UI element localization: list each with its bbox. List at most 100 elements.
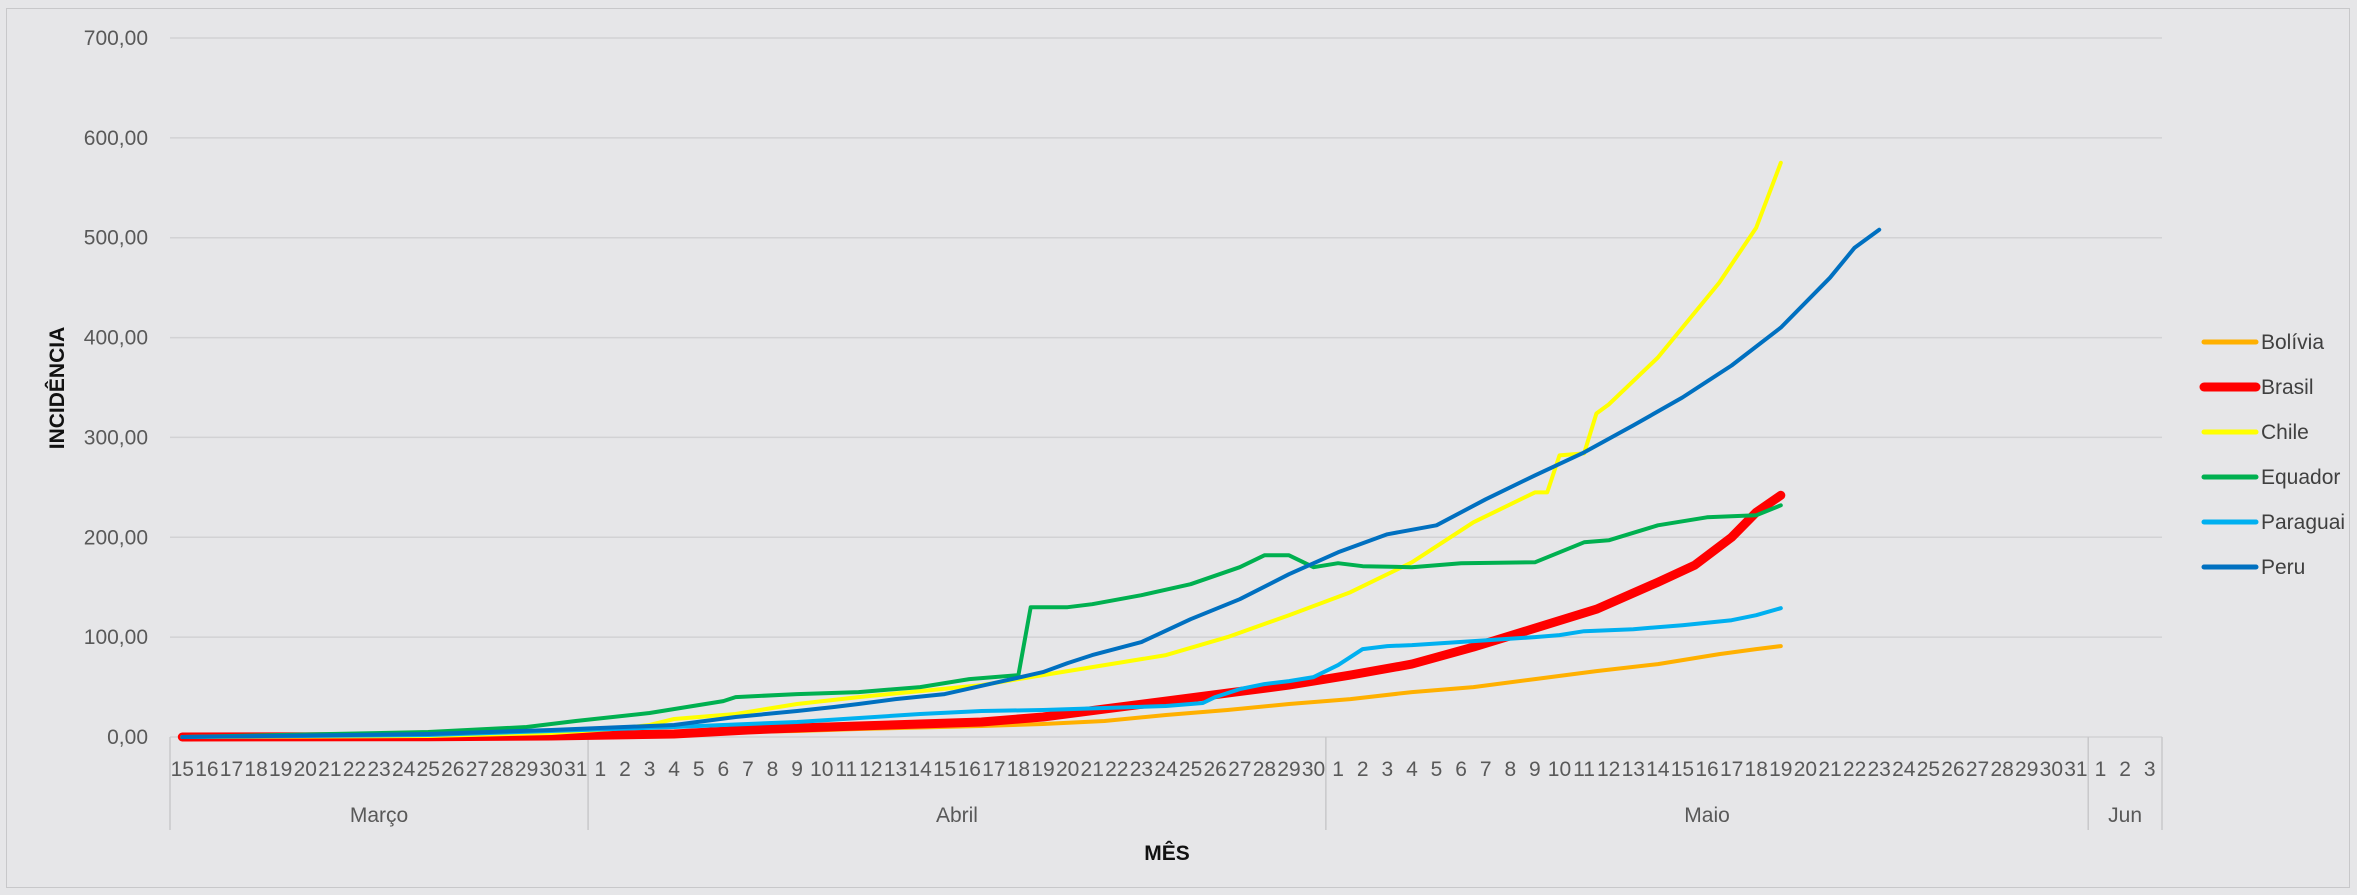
x-tick-label: 17 [982, 758, 1005, 781]
x-tick-label: 6 [1455, 758, 1467, 781]
y-tick-label: 500,00 [84, 227, 148, 250]
x-tick-label: 3 [1381, 758, 1393, 781]
y-tick-label: 700,00 [84, 27, 148, 50]
x-tick-label: 20 [1794, 758, 1817, 781]
x-tick-label: 4 [1406, 758, 1418, 781]
x-axis-title: MÊS [1144, 841, 1190, 865]
x-tick-label: 28 [490, 758, 513, 781]
x-tick-label: 24 [392, 758, 416, 781]
x-tick-label: 1 [595, 758, 607, 781]
x-tick-label: 28 [1253, 758, 1276, 781]
x-tick-label: 13 [1622, 758, 1645, 781]
x-tick-label: 22 [1843, 758, 1866, 781]
y-tick-label: 200,00 [84, 526, 148, 549]
x-tick-label: 23 [1868, 758, 1891, 781]
x-tick-label: 27 [1228, 758, 1251, 781]
legend-label: Bolívia [2261, 331, 2324, 354]
x-tick-label: 18 [1745, 758, 1768, 781]
x-tick-label: 16 [958, 758, 981, 781]
x-tick-label: 12 [1597, 758, 1620, 781]
x-tick-label: 6 [717, 758, 729, 781]
x-tick-label: 19 [1031, 758, 1054, 781]
x-tick-label: 3 [2144, 758, 2156, 781]
x-tick-label: 2 [619, 758, 631, 781]
x-tick-label: 21 [1081, 758, 1104, 781]
series-line-equador [180, 503, 1783, 739]
x-tick-label: 20 [1056, 758, 1079, 781]
month-label: Março [350, 804, 408, 827]
x-tick-label: 26 [1204, 758, 1227, 781]
series-line-chile [180, 160, 1783, 739]
x-tick-label: 15 [933, 758, 956, 781]
legend-label: Brasil [2261, 376, 2314, 399]
x-tick-label: 28 [1990, 758, 2013, 781]
x-tick-label: 30 [1302, 758, 1325, 781]
x-tick-label: 29 [515, 758, 538, 781]
x-tick-label: 23 [367, 758, 390, 781]
x-tick-label: 10 [1548, 758, 1571, 781]
x-tick-label: 8 [1504, 758, 1516, 781]
x-tick-label: 15 [171, 758, 194, 781]
legend-label: Equador [2261, 466, 2340, 489]
x-tick-label: 12 [859, 758, 882, 781]
chart-frame [6, 8, 2350, 888]
y-tick-label: 100,00 [84, 626, 148, 649]
x-tick-label: 17 [1720, 758, 1743, 781]
series-line-peru [180, 227, 1882, 739]
legend-label: Chile [2261, 421, 2309, 444]
x-tick-label: 29 [2015, 758, 2038, 781]
x-tick-label: 23 [1130, 758, 1153, 781]
x-tick-label: 9 [1529, 758, 1541, 781]
month-label: Abril [936, 804, 978, 827]
x-tick-label: 25 [417, 758, 440, 781]
x-tick-label: 5 [693, 758, 705, 781]
x-tick-label: 15 [1671, 758, 1694, 781]
x-tick-label: 17 [220, 758, 243, 781]
y-axis-title: INCIDÊNCIA [45, 327, 69, 450]
x-tick-label: 13 [884, 758, 907, 781]
x-tick-label: 1 [2095, 758, 2107, 781]
x-tick-label: 30 [540, 758, 563, 781]
x-tick-label: 16 [1695, 758, 1718, 781]
x-tick-label: 31 [2064, 758, 2087, 781]
x-tick-label: 24 [1154, 758, 1178, 781]
x-tick-label: 25 [1917, 758, 1940, 781]
x-tick-label: 4 [668, 758, 680, 781]
x-tick-label: 11 [835, 758, 857, 781]
x-tick-label: 3 [644, 758, 656, 781]
y-tick-label: 300,00 [84, 426, 148, 449]
x-tick-label: 27 [466, 758, 489, 781]
month-label: Jun [2108, 804, 2142, 827]
x-tick-label: 10 [810, 758, 833, 781]
x-tick-label: 11 [1573, 758, 1595, 781]
x-axis: 15 16 17 18 19 20 21 22 23 24 25 26 27 28 29 30 31 1 2 3 4 5 6… [169, 737, 2163, 830]
x-tick-label: 31 [564, 758, 587, 781]
x-tick-label: 24 [1892, 758, 1916, 781]
x-tick-label: 26 [441, 758, 464, 781]
x-tick-label: 30 [2040, 758, 2063, 781]
legend: Bolívia Brasil Chile Equador Paraguai Peru [2199, 331, 2345, 579]
x-tick-label: 19 [269, 758, 292, 781]
y-tick-label: 0,00 [107, 726, 148, 749]
x-tick-label: 2 [2119, 758, 2131, 781]
month-label: Maio [1684, 804, 1730, 827]
x-tick-label: 18 [1007, 758, 1030, 781]
x-tick-label: 22 [1105, 758, 1128, 781]
series-lines [177, 160, 1882, 742]
x-tick-label: 9 [791, 758, 803, 781]
x-tick-label: 21 [1818, 758, 1841, 781]
x-tick-label: 8 [767, 758, 779, 781]
x-tick-label: 14 [1646, 758, 1670, 781]
gridlines [170, 37, 2162, 738]
series-line-brasil [177, 490, 1786, 742]
x-tick-label: 26 [1941, 758, 1964, 781]
x-tick-label: 7 [1480, 758, 1492, 781]
x-tick-label: 2 [1357, 758, 1369, 781]
y-tick-label: 400,00 [84, 327, 148, 350]
series-line-paraguai [180, 606, 1783, 739]
x-tick-label: 22 [343, 758, 366, 781]
x-tick-label: 20 [294, 758, 317, 781]
y-tick-label: 600,00 [84, 127, 148, 150]
x-tick-label: 21 [318, 758, 341, 781]
